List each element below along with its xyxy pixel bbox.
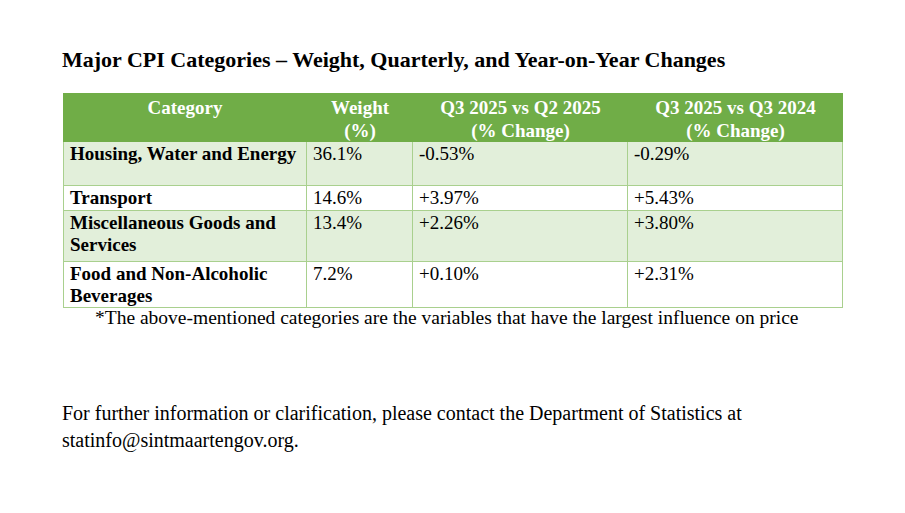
cell-category: Housing, Water and Energy [63, 142, 307, 186]
cell-yoy-change: +2.31% [628, 262, 843, 308]
cell-weight: 36.1% [307, 142, 413, 186]
column-header-line: (% Change) [628, 119, 843, 142]
cell-yoy-change: -0.29% [628, 142, 843, 186]
cpi-categories-table: Category Weight (%) Q3 2025 vs Q2 2025 (… [63, 93, 843, 308]
column-header-category: Category [63, 93, 307, 142]
cell-qoq-change: -0.53% [413, 142, 628, 186]
cell-category: Food and Non-Alcoholic Beverages [63, 262, 307, 308]
cell-weight: 14.6% [307, 186, 413, 211]
cell-weight: 7.2% [307, 262, 413, 308]
column-header-line: (%) [307, 119, 413, 142]
cell-yoy-change: +5.43% [628, 186, 843, 211]
table-footnote: *The above-mentioned categories are the … [95, 306, 799, 330]
column-header-q3-2025-vs-q2-2025: Q3 2025 vs Q2 2025 (% Change) [413, 93, 628, 142]
column-header-line: Weight [307, 96, 413, 119]
cell-category: Transport [63, 186, 307, 211]
column-header-q3-2025-vs-q3-2024: Q3 2025 vs Q3 2024 (% Change) [628, 93, 843, 142]
cell-qoq-change: +3.97% [413, 186, 628, 211]
contact-text: For further information or clarification… [62, 400, 742, 454]
cell-qoq-change: +0.10% [413, 262, 628, 308]
column-header-line: (% Change) [413, 119, 628, 142]
document-page: Major CPI Categories – Weight, Quarterly… [0, 0, 905, 513]
column-header-line: Category [63, 96, 307, 119]
cell-yoy-change: +3.80% [628, 211, 843, 262]
table-row-miscellaneous: Miscellaneous Goods and Services 13.4% +… [63, 211, 843, 262]
column-header-line: Q3 2025 vs Q3 2024 [628, 96, 843, 119]
contact-email: statinfo@sintmaartengov.org. [62, 429, 299, 451]
table-row-housing: Housing, Water and Energy 36.1% -0.53% -… [63, 142, 843, 186]
column-header-line: Q3 2025 vs Q2 2025 [413, 96, 628, 119]
cell-weight: 13.4% [307, 211, 413, 262]
table-header-row: Category Weight (%) Q3 2025 vs Q2 2025 (… [63, 93, 843, 142]
table-row-transport: Transport 14.6% +3.97% +5.43% [63, 186, 843, 211]
page-title: Major CPI Categories – Weight, Quarterly… [62, 46, 725, 74]
contact-line-1: For further information or clarification… [62, 402, 742, 424]
table-row-food: Food and Non-Alcoholic Beverages 7.2% +0… [63, 262, 843, 308]
cell-category: Miscellaneous Goods and Services [63, 211, 307, 262]
column-header-weight: Weight (%) [307, 93, 413, 142]
cell-qoq-change: +2.26% [413, 211, 628, 262]
